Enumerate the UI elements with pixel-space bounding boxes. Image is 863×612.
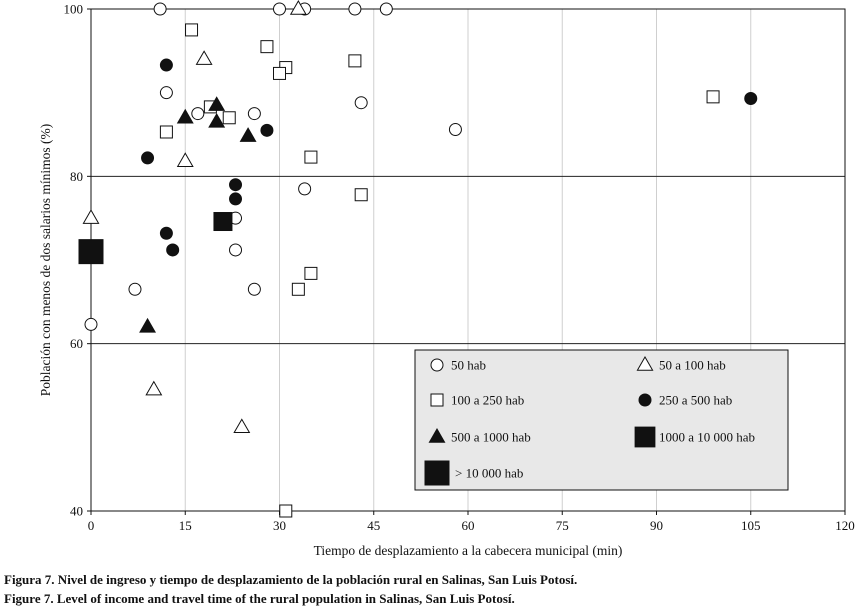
legend-marker <box>638 393 652 407</box>
data-point <box>273 2 286 16</box>
legend-item: 1000 a 10 000 hab <box>634 426 755 448</box>
legend-item: 500 a 1000 hab <box>428 427 531 445</box>
legend-label: 250 a 500 hab <box>659 393 732 408</box>
series-filled-square <box>213 212 233 232</box>
legend-marker <box>430 393 444 407</box>
data-point <box>195 50 213 65</box>
legend-label: 50 a 100 hab <box>659 358 726 373</box>
legend-item: 250 a 500 hab <box>638 393 732 408</box>
data-point <box>139 317 157 333</box>
data-point <box>213 212 233 232</box>
data-point <box>448 122 462 136</box>
series-filled-circle <box>141 58 758 257</box>
data-point <box>82 209 100 224</box>
data-point <box>222 111 236 125</box>
legend-marker <box>636 355 654 371</box>
y-tick-label: 40 <box>70 504 83 519</box>
series-open-triangle <box>82 0 307 434</box>
legend-item: > 10 000 hab <box>424 460 523 486</box>
data-point <box>744 92 758 106</box>
data-point <box>229 178 243 192</box>
x-tick-label: 30 <box>273 518 286 533</box>
data-point <box>159 226 173 240</box>
scatter-chart: 0 15 30 45 60 75 90 105 120 40 60 80 100 Tiempo de … <box>38 0 855 558</box>
legend-label: 100 a 250 hab <box>451 393 524 408</box>
data-point <box>239 127 257 142</box>
data-point <box>159 86 173 100</box>
x-tick-label: 105 <box>741 518 761 533</box>
data-point <box>208 112 226 128</box>
y-axis-label: Población con menos de dos salarios míni… <box>38 124 53 397</box>
data-point <box>208 96 226 111</box>
legend-label: 50 hab <box>451 358 486 373</box>
series-filled-triangle <box>139 96 257 333</box>
data-point <box>159 58 173 72</box>
y-tick-label: 100 <box>64 2 84 17</box>
data-point <box>260 40 274 54</box>
x-tick-label: 15 <box>179 518 192 533</box>
data-point <box>84 317 98 331</box>
data-point <box>176 108 194 124</box>
legend-label: 1000 a 10 000 hab <box>659 430 755 445</box>
data-point <box>78 239 104 265</box>
data-point <box>166 243 180 257</box>
x-tick-label: 90 <box>650 518 663 533</box>
legend-marker <box>430 358 444 372</box>
series-filled-square-large <box>78 239 104 265</box>
data-point <box>304 150 318 164</box>
series-open-square <box>159 23 720 518</box>
legend: 50 hab 50 a 100 hab 100 a 250 hab 250 a 500… <box>414 349 789 491</box>
x-axis-label: Tiempo de desplazamiento a la cabecera m… <box>314 543 623 558</box>
data-point <box>273 66 286 80</box>
data-points <box>78 0 758 518</box>
data-point <box>153 2 167 16</box>
data-point <box>247 282 261 296</box>
y-tick-label: 60 <box>70 336 83 351</box>
data-point <box>354 96 368 110</box>
data-point <box>260 123 274 137</box>
data-point <box>233 418 251 434</box>
data-point <box>304 266 318 280</box>
data-point <box>279 504 293 518</box>
x-tick-label: 75 <box>556 518 569 533</box>
data-point <box>348 54 362 68</box>
legend-marker <box>424 460 450 486</box>
data-point <box>185 23 199 37</box>
legend-marker <box>428 427 446 443</box>
x-axis-ticks: 0 15 30 45 60 75 90 105 120 <box>88 511 855 533</box>
data-point <box>229 192 243 206</box>
data-point <box>128 282 142 296</box>
data-point <box>247 107 261 121</box>
data-point <box>291 282 305 296</box>
y-tick-label: 80 <box>70 169 83 184</box>
data-point <box>141 151 155 165</box>
data-point <box>289 0 307 15</box>
caption-spanish: Figura 7. Nivel de ingreso y tiempo de d… <box>4 572 578 587</box>
x-tick-label: 0 <box>88 518 95 533</box>
data-point <box>348 2 362 16</box>
data-point <box>229 243 243 257</box>
legend-item: 100 a 250 hab <box>430 393 524 408</box>
x-tick-label: 60 <box>462 518 475 533</box>
legend-marker <box>634 426 656 448</box>
data-point <box>379 2 393 16</box>
x-tick-label: 45 <box>367 518 380 533</box>
legend-item: 50 a 100 hab <box>636 355 726 373</box>
x-tick-label: 120 <box>835 518 855 533</box>
data-point <box>354 188 368 202</box>
y-axis-ticks: 40 60 80 100 <box>64 2 91 519</box>
caption-english: Figure 7. Level of income and travel tim… <box>4 591 515 606</box>
data-point <box>176 152 194 167</box>
legend-item: 50 hab <box>430 358 486 373</box>
legend-box <box>414 349 789 491</box>
data-point <box>159 125 173 139</box>
data-point <box>145 380 163 396</box>
data-point <box>191 107 205 121</box>
legend-label: > 10 000 hab <box>455 466 523 481</box>
data-point <box>706 90 720 104</box>
legend-label: 500 a 1000 hab <box>451 430 531 445</box>
data-point <box>298 182 312 196</box>
